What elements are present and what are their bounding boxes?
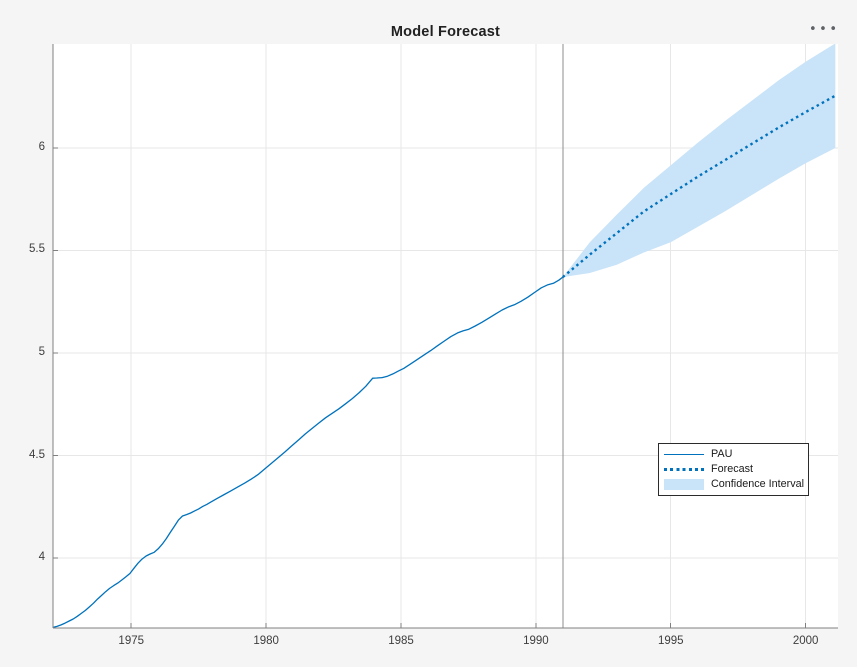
ellipsis-icon: ••• bbox=[809, 22, 840, 37]
x-tick-label: 1980 bbox=[253, 635, 279, 647]
confidence-band bbox=[562, 44, 836, 278]
legend-item-pau: PAU bbox=[664, 447, 803, 462]
legend-label: Confidence Interval bbox=[711, 478, 805, 490]
axis-lines bbox=[52, 44, 838, 629]
gridlines bbox=[53, 44, 838, 628]
legend-item-confidence-interval: Confidence Interval bbox=[664, 477, 805, 492]
y-tick-label: 4.5 bbox=[29, 448, 45, 461]
confidence-interval-swatch-icon bbox=[664, 479, 704, 490]
y-tick-label: 4 bbox=[38, 551, 45, 564]
y-tick-label: 6 bbox=[38, 140, 45, 153]
x-tick-label: 1975 bbox=[118, 635, 145, 647]
x-tick-label: 1995 bbox=[657, 635, 684, 647]
legend-item-forecast: Forecast bbox=[664, 462, 803, 477]
y-tick-label: 5.5 bbox=[29, 243, 45, 256]
x-tick-label: 1990 bbox=[523, 635, 549, 647]
pau-line bbox=[52, 276, 564, 629]
y-tick-label: 5 bbox=[38, 346, 45, 359]
x-tick-label: 2000 bbox=[792, 635, 819, 647]
pau-line-swatch-icon bbox=[664, 454, 704, 455]
legend-label: PAU bbox=[711, 448, 733, 460]
legend-label: Forecast bbox=[711, 463, 754, 475]
more-options-button[interactable]: ••• bbox=[809, 20, 839, 40]
legend[interactable]: PAU Forecast Confidence Interval bbox=[658, 443, 809, 496]
x-tick-label: 1985 bbox=[388, 635, 414, 647]
forecast-dotted-swatch-icon bbox=[664, 468, 704, 471]
tick-marks bbox=[53, 147, 807, 628]
forecast-line bbox=[562, 94, 836, 279]
chart-title: Model Forecast bbox=[390, 24, 501, 40]
